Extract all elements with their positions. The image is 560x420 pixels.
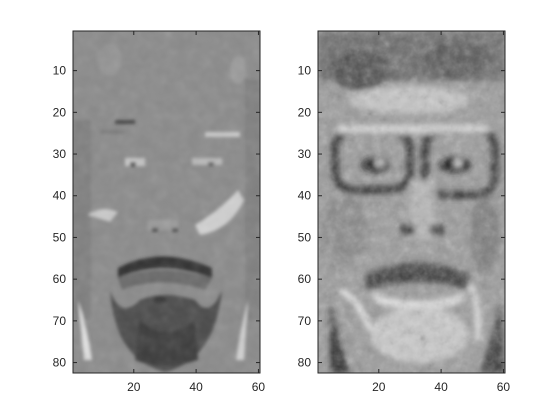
left-axes-box bbox=[72, 30, 261, 374]
y-tick-label: 70 bbox=[53, 314, 67, 328]
right-axes-box bbox=[317, 30, 506, 374]
x-tick-label: 20 bbox=[372, 380, 386, 394]
y-tick-label: 60 bbox=[53, 272, 67, 286]
right-axis-ticks: 20 40 60 10 20 30 40 50 60 70 80 bbox=[298, 31, 511, 394]
x-tick-label: 60 bbox=[252, 380, 266, 394]
y-tick-label: 80 bbox=[298, 356, 312, 370]
y-tick-label: 20 bbox=[298, 105, 312, 119]
left-face-image bbox=[73, 31, 260, 373]
y-tick-label: 20 bbox=[53, 105, 67, 119]
x-tick-label: 40 bbox=[189, 380, 203, 394]
y-tick-label: 80 bbox=[53, 356, 67, 370]
right-face-image bbox=[318, 31, 505, 373]
y-tick-label: 40 bbox=[53, 189, 67, 203]
left-axis-ticks: 20 40 60 10 20 30 40 50 60 70 80 bbox=[53, 31, 266, 394]
y-tick-label: 70 bbox=[298, 314, 312, 328]
y-tick-label: 10 bbox=[298, 64, 312, 78]
y-tick-label: 60 bbox=[298, 272, 312, 286]
left-image-panel: 20 40 60 10 20 30 40 50 60 70 80 bbox=[53, 30, 266, 394]
y-tick-label: 30 bbox=[53, 147, 67, 161]
y-tick-label: 30 bbox=[298, 147, 312, 161]
y-tick-label: 50 bbox=[53, 230, 67, 244]
x-tick-label: 20 bbox=[127, 380, 141, 394]
y-tick-label: 50 bbox=[298, 230, 312, 244]
y-tick-label: 10 bbox=[53, 64, 67, 78]
x-tick-label: 60 bbox=[497, 380, 511, 394]
y-tick-label: 40 bbox=[298, 189, 312, 203]
right-image-panel: 20 40 60 10 20 30 40 50 60 70 80 bbox=[298, 30, 511, 394]
x-tick-label: 40 bbox=[434, 380, 448, 394]
